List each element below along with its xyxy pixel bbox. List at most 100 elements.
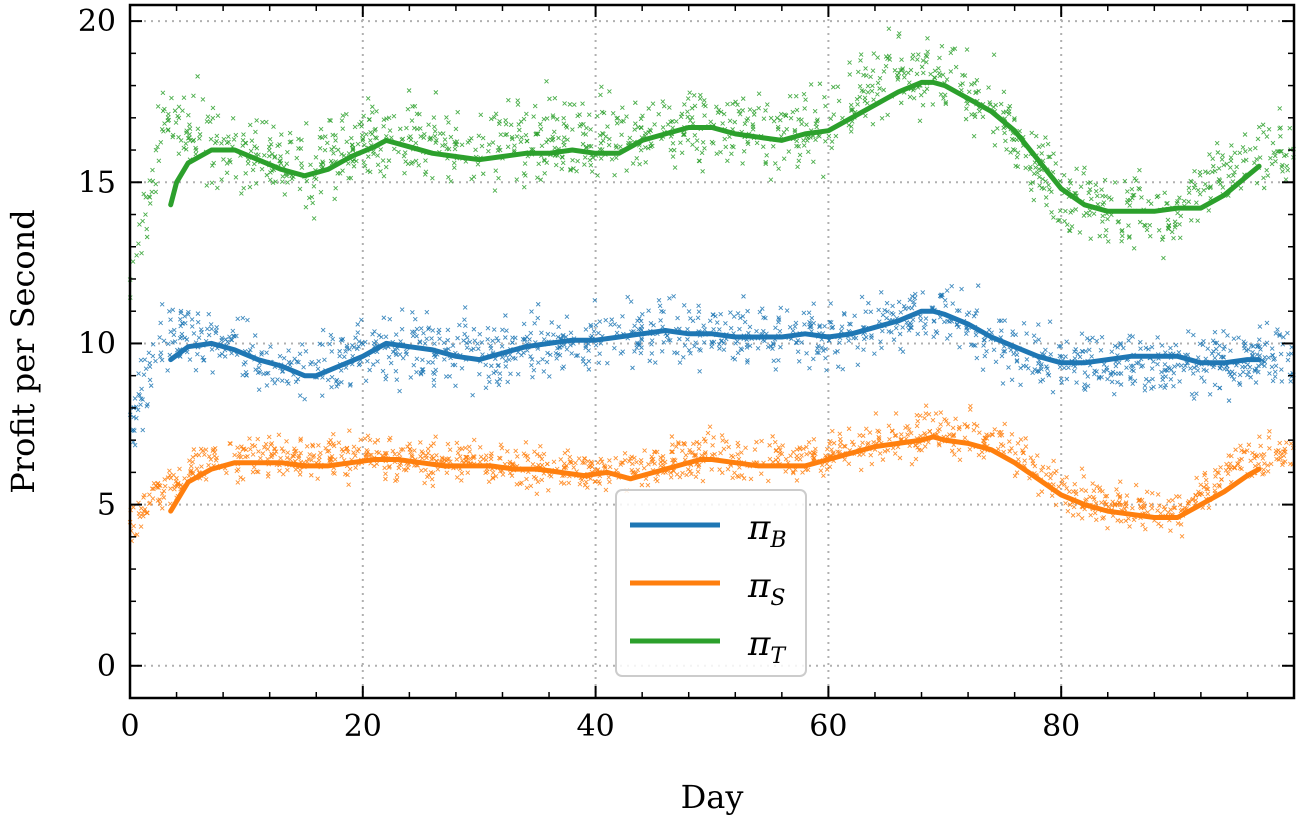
scatter-point <box>211 447 216 452</box>
scatter-point <box>1137 219 1143 225</box>
scatter-point <box>188 463 194 469</box>
scatter-point <box>1076 512 1081 517</box>
scatter-point <box>738 346 744 352</box>
scatter-point <box>932 75 937 80</box>
scatter-point <box>512 143 517 148</box>
scatter-point <box>561 465 567 471</box>
scatter-point <box>905 432 910 437</box>
scatter-point <box>147 377 153 383</box>
scatter-point <box>962 73 968 78</box>
scatter-point <box>717 467 722 472</box>
scatter-point <box>587 157 593 163</box>
scatter-point <box>224 470 229 476</box>
scatter-point <box>1183 363 1188 369</box>
scatter-point <box>189 317 195 322</box>
scatter-point <box>409 453 415 458</box>
scatter-point <box>608 322 613 327</box>
scatter-point <box>476 346 481 352</box>
scatter-point <box>508 122 514 128</box>
scatter-point <box>431 377 437 383</box>
scatter-point <box>754 328 759 334</box>
scatter-point <box>745 360 750 365</box>
scatter-point <box>1006 439 1012 444</box>
scatter-point <box>764 152 769 158</box>
scatter-point <box>861 72 866 78</box>
scatter-point <box>555 334 561 340</box>
scatter-point <box>1269 346 1275 351</box>
scatter-point <box>616 324 622 329</box>
scatter-point <box>1097 485 1103 491</box>
scatter-point <box>157 335 162 340</box>
scatter-point <box>729 453 734 459</box>
scatter-point <box>1073 207 1079 212</box>
scatter-point <box>1212 340 1218 346</box>
scatter-point <box>400 355 406 361</box>
scatter-point <box>1186 185 1192 191</box>
scatter-point <box>1115 219 1121 225</box>
scatter-point <box>966 89 972 95</box>
scatter-point <box>399 137 405 142</box>
scatter-point <box>686 347 692 353</box>
scatter-point <box>424 336 429 342</box>
scatter-point <box>910 56 915 61</box>
scatter-point <box>240 477 246 482</box>
scatter-point <box>699 150 705 156</box>
scatter-point <box>1015 440 1021 446</box>
scatter-point <box>682 343 688 348</box>
scatter-point <box>147 364 153 370</box>
scatter-point <box>351 444 357 450</box>
scatter-point <box>539 462 545 468</box>
scatter-point <box>630 365 635 371</box>
scatter-point <box>724 439 729 444</box>
scatter-point <box>423 158 428 163</box>
scatter-point <box>558 457 564 462</box>
scatter-point <box>255 436 261 442</box>
scatter-point <box>651 322 656 328</box>
scatter-point <box>637 341 642 346</box>
scatter-point <box>539 330 544 336</box>
scatter-point <box>467 339 473 345</box>
scatter-point <box>562 450 568 456</box>
scatter-point <box>915 331 921 337</box>
scatter-point <box>1116 500 1122 505</box>
scatter-point <box>155 104 161 109</box>
scatter-point <box>168 486 173 491</box>
scatter-point <box>1084 336 1090 341</box>
scatter-point <box>1006 106 1011 111</box>
scatter-point <box>503 132 508 138</box>
scatter-point <box>227 334 232 340</box>
scatter-point <box>601 110 607 116</box>
scatter-point <box>253 181 259 186</box>
scatter-point <box>593 342 599 348</box>
scatter-point <box>1194 200 1199 206</box>
scatter-point <box>679 150 685 156</box>
scatter-point <box>687 468 693 474</box>
scatter-point <box>1083 488 1089 494</box>
scatter-point <box>1186 190 1192 195</box>
scatter-point <box>1014 470 1020 475</box>
scatter-point <box>847 72 853 77</box>
scatter-point <box>311 183 317 189</box>
scatter-point <box>837 340 842 346</box>
scatter-point <box>383 164 389 170</box>
scatter-point <box>1229 369 1235 374</box>
scatter-point <box>298 438 303 443</box>
scatter-point <box>913 456 919 462</box>
scatter-point <box>1082 382 1088 387</box>
scatter-point <box>1255 136 1261 142</box>
scatter-point <box>1209 351 1215 356</box>
scatter-point <box>840 366 846 372</box>
scatter-point <box>639 482 645 488</box>
scatter-point <box>973 332 979 338</box>
scatter-point <box>552 95 558 101</box>
scatter-point <box>620 105 625 111</box>
scatter-point <box>969 82 974 87</box>
scatter-point <box>980 367 986 372</box>
scatter-point <box>923 321 928 327</box>
scatter-point <box>447 447 453 453</box>
scatter-point <box>375 162 381 168</box>
scatter-point <box>1023 165 1029 171</box>
scatter-point <box>477 445 483 450</box>
scatter-point <box>1194 391 1199 397</box>
scatter-point <box>1155 335 1160 340</box>
